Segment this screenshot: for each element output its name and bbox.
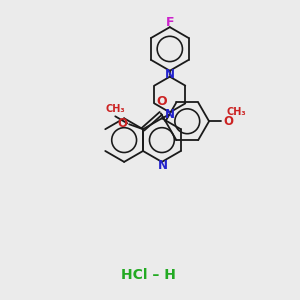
Text: N: N [158, 159, 168, 172]
Text: N: N [165, 108, 175, 121]
Text: CH₃: CH₃ [227, 107, 247, 117]
Text: N: N [165, 68, 175, 81]
Text: CH₃: CH₃ [106, 104, 125, 114]
Text: F: F [166, 16, 174, 29]
Text: O: O [117, 117, 127, 130]
Text: O: O [223, 115, 233, 128]
Text: HCl – H: HCl – H [121, 268, 176, 282]
Text: O: O [157, 95, 167, 108]
